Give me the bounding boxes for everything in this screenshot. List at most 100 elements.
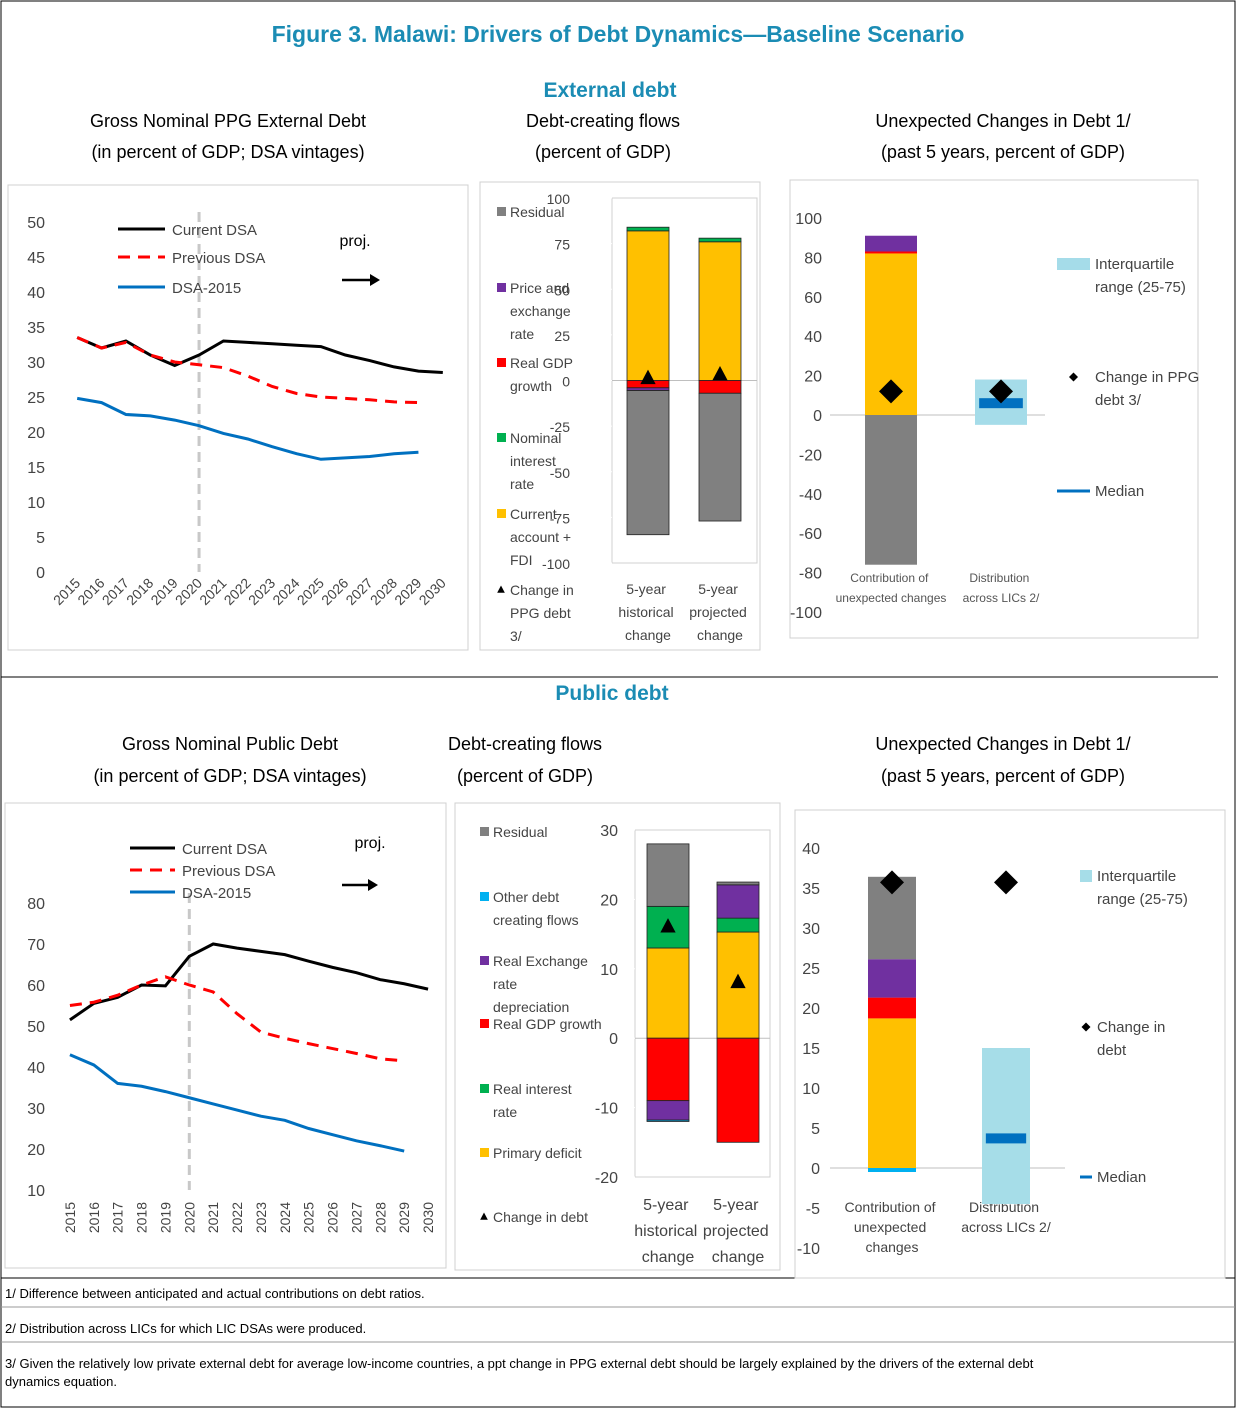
legend-label: DSA-2015 — [182, 885, 251, 902]
chart-subtitle: (past 5 years, percent of GDP) — [881, 766, 1125, 786]
x-tick-label: 2029 — [396, 1202, 412, 1233]
legend-label: Real GDP growth — [510, 355, 577, 394]
x-tick-label: 2024 — [277, 1202, 293, 1233]
legend-label: Median — [1097, 1169, 1146, 1186]
y-tick-label: 20 — [802, 1001, 820, 1018]
bar-segment — [646, 843, 690, 907]
y-tick-label: 25 — [27, 390, 45, 407]
x-tick-label: 2019 — [157, 1202, 173, 1233]
chart-subtitle: (in percent of GDP; DSA vintages) — [93, 766, 366, 786]
y-tick-label: 5 — [36, 530, 45, 547]
y-tick-label: -80 — [799, 566, 822, 583]
x-tick-label: 2025 — [301, 1202, 317, 1233]
y-tick-label: 10 — [600, 962, 618, 979]
chart-panel — [7, 184, 469, 651]
marker — [640, 369, 656, 385]
legend-label: Residual — [510, 204, 564, 220]
y-tick-label: 15 — [802, 1041, 820, 1058]
y-tick-label: 20 — [600, 892, 618, 909]
marker — [994, 870, 1018, 895]
figure-title: Figure 3. Malawi: Drivers of Debt Dynami… — [272, 21, 965, 47]
bar-segment — [716, 881, 760, 886]
legend-swatch — [480, 956, 489, 965]
legend-swatch — [480, 1084, 489, 1093]
footnote: 3/ Given the relatively low private exte… — [5, 1356, 1037, 1389]
y-tick-label: 45 — [27, 250, 45, 267]
series-line — [76, 396, 419, 461]
bar-segment — [646, 947, 690, 1039]
y-tick-label: -20 — [799, 447, 822, 464]
legend-label: Change in debt — [493, 1209, 588, 1225]
x-tick-label: 5-year historical change — [618, 581, 677, 643]
y-tick-label: -60 — [799, 526, 822, 543]
legend-label: Change in debt — [1097, 1019, 1170, 1059]
x-tick-label: 2021 — [205, 1202, 221, 1233]
chart-title: Debt-creating flows — [448, 734, 602, 754]
legend-swatch — [497, 283, 506, 292]
bar-segment — [868, 1168, 916, 1172]
y-tick-label: 100 — [547, 191, 571, 207]
chart-subtitle: (past 5 years, percent of GDP) — [881, 142, 1125, 162]
y-tick-label: 50 — [27, 215, 45, 232]
x-tick-label: 2016 — [86, 1202, 102, 1233]
bar-segment — [868, 1018, 916, 1168]
bar-segment — [865, 251, 917, 254]
x-tick-label: Contribution of unexpected changes — [836, 571, 947, 605]
legend-label: Current account + FDI — [510, 506, 575, 568]
y-tick-label: -100 — [542, 556, 570, 572]
legend-label: DSA-2015 — [172, 280, 241, 297]
bar-segment — [698, 241, 742, 381]
legend-label: Interquartile range (25-75) — [1095, 256, 1186, 296]
y-tick-label: 100 — [795, 211, 822, 228]
bar-segment — [626, 387, 670, 391]
y-tick-label: 60 — [27, 978, 45, 995]
x-tick-label: 2028 — [372, 1202, 388, 1233]
chart-panel — [789, 179, 1199, 639]
x-tick-label: 2017 — [110, 1202, 126, 1233]
y-tick-label: -20 — [595, 1170, 618, 1187]
x-tick-label: 5-year historical change — [634, 1197, 702, 1266]
legend-label: Real interest rate — [493, 1081, 575, 1120]
chart-subtitle: (percent of GDP) — [535, 142, 671, 162]
legend-label: Price and exchange rate — [510, 280, 575, 342]
marker — [660, 918, 676, 933]
y-tick-label: -75 — [550, 510, 570, 526]
legend-swatch — [1081, 1022, 1091, 1032]
annotation: proj. — [354, 835, 385, 852]
legend-swatch — [497, 509, 506, 518]
y-tick-label: 80 — [804, 250, 822, 267]
y-tick-label: 30 — [802, 921, 820, 938]
y-tick-label: 30 — [27, 1101, 45, 1118]
marker — [989, 379, 1013, 404]
bar-segment — [716, 917, 760, 933]
marker — [730, 973, 746, 989]
chart-title: Unexpected Changes in Debt 1/ — [875, 111, 1130, 131]
marker — [880, 870, 904, 895]
x-tick-label: 2023 — [253, 1202, 269, 1233]
y-tick-label: 50 — [554, 282, 570, 298]
legend-swatch — [1057, 258, 1090, 270]
x-tick-label: Distribution across LICs 2/ — [963, 571, 1040, 605]
y-tick-label: 20 — [27, 1142, 45, 1159]
x-tick-label: 2027 — [348, 1202, 364, 1233]
legend-swatch — [497, 358, 506, 367]
legend-label: Interquartile range (25-75) — [1097, 868, 1188, 908]
y-tick-label: -10 — [595, 1101, 618, 1118]
legend-label: Median — [1095, 483, 1144, 500]
y-tick-label: 0 — [562, 374, 570, 390]
x-tick-label: 2030 — [416, 575, 449, 608]
footnote: 2/ Distribution across LICs for which LI… — [5, 1321, 366, 1336]
bar-segment — [626, 390, 670, 536]
arrow-head — [370, 274, 380, 286]
section-title: Public debt — [555, 682, 668, 705]
chart-title: Gross Nominal PPG External Debt — [90, 111, 366, 131]
legend-label: Real GDP growth — [493, 1016, 602, 1032]
bar-segment — [865, 235, 917, 252]
legend-swatch — [497, 585, 505, 593]
series-line — [69, 1053, 405, 1153]
x-tick-label: 2022 — [229, 1202, 245, 1233]
bar-segment — [626, 230, 670, 381]
marker — [879, 379, 903, 404]
